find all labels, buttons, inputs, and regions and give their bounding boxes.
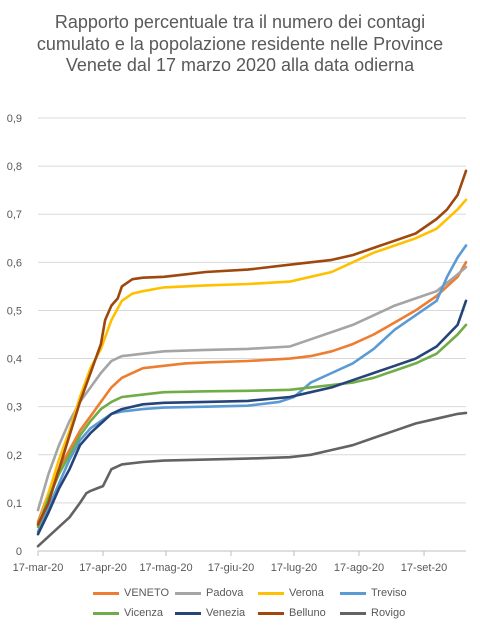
legend-label: Treviso <box>371 587 407 599</box>
legend-item-vicenza: Vicenza <box>93 603 163 623</box>
legend-item-venezia: Venezia <box>175 603 245 623</box>
y-tick-label: 0,9 <box>7 113 22 125</box>
y-tick-label: 0,8 <box>7 161 22 173</box>
legend-label: Venezia <box>206 607 246 619</box>
y-tick-label: 0,2 <box>7 450 22 462</box>
series-line-vicenza <box>36 323 468 529</box>
y-tick-label: 0,1 <box>7 498 22 510</box>
legend-label: Rovigo <box>371 607 406 619</box>
series-line-padova <box>36 265 468 512</box>
legend-row: VENETO Padova Verona Treviso <box>0 583 480 603</box>
series-line-rovigo <box>36 411 468 548</box>
series-line-venezia <box>36 299 468 536</box>
x-tick-label: 17-giu-20 <box>208 562 254 574</box>
legend: VENETO Padova Verona Treviso Vicenza Venezia… <box>0 583 480 623</box>
legend-item-rovigo: Rovigo <box>340 603 405 623</box>
y-tick-label: 0,7 <box>7 209 22 221</box>
chart-title: Rapporto percentuale tra il numero dei c… <box>36 12 444 75</box>
legend-label: Verona <box>289 587 324 599</box>
series-line-verona <box>36 198 468 529</box>
x-tick-label: 17-lug-20 <box>271 562 317 574</box>
legend-row: Vicenza Venezia Belluno Rovigo <box>0 603 480 623</box>
legend-swatch <box>93 591 119 595</box>
series-lines <box>36 169 468 548</box>
legend-item-verona: Verona <box>258 583 324 603</box>
y-tick-label: 0,6 <box>7 257 22 269</box>
legend-item-veneto: VENETO <box>93 583 169 603</box>
gridlines <box>38 117 466 504</box>
x-tick-label: 17-apr-20 <box>79 562 127 574</box>
y-tick-label: 0,3 <box>7 402 22 414</box>
series-line-veneto <box>36 260 468 524</box>
legend-item-belluno: Belluno <box>258 603 326 623</box>
x-axis-tick-labels: 17-mar-20 17-apr-20 17-mag-20 17-giu-20 17-l… <box>13 562 448 574</box>
legend-swatch <box>175 611 201 615</box>
x-tick-label: 17-mar-20 <box>13 562 64 574</box>
legend-label: Belluno <box>289 607 326 619</box>
x-tick-label: 17-mag-20 <box>139 562 192 574</box>
x-tick-label: 17-ago-20 <box>334 562 384 574</box>
legend-swatch <box>258 611 284 615</box>
y-axis-tick-labels: 0 0,1 0,2 0,3 0,4 0,5 0,6 0,7 0,8 0,9 <box>7 113 22 558</box>
series-line-belluno <box>36 169 468 526</box>
y-tick-label: 0 <box>16 546 22 558</box>
legend-swatch <box>175 591 201 595</box>
legend-item-padova: Padova <box>175 583 243 603</box>
x-tick-label: 17-set-20 <box>401 562 447 574</box>
legend-swatch <box>258 591 284 595</box>
legend-label: Vicenza <box>124 607 163 619</box>
legend-swatch <box>340 591 366 595</box>
x-axis <box>37 550 466 556</box>
series-line-treviso <box>36 244 468 534</box>
legend-item-treviso: Treviso <box>340 583 407 603</box>
legend-label: Padova <box>206 587 244 599</box>
legend-label: VENETO <box>124 587 170 599</box>
y-tick-label: 0,4 <box>7 354 22 366</box>
legend-swatch <box>340 611 366 615</box>
y-tick-label: 0,5 <box>7 305 22 317</box>
legend-swatch <box>93 611 119 615</box>
